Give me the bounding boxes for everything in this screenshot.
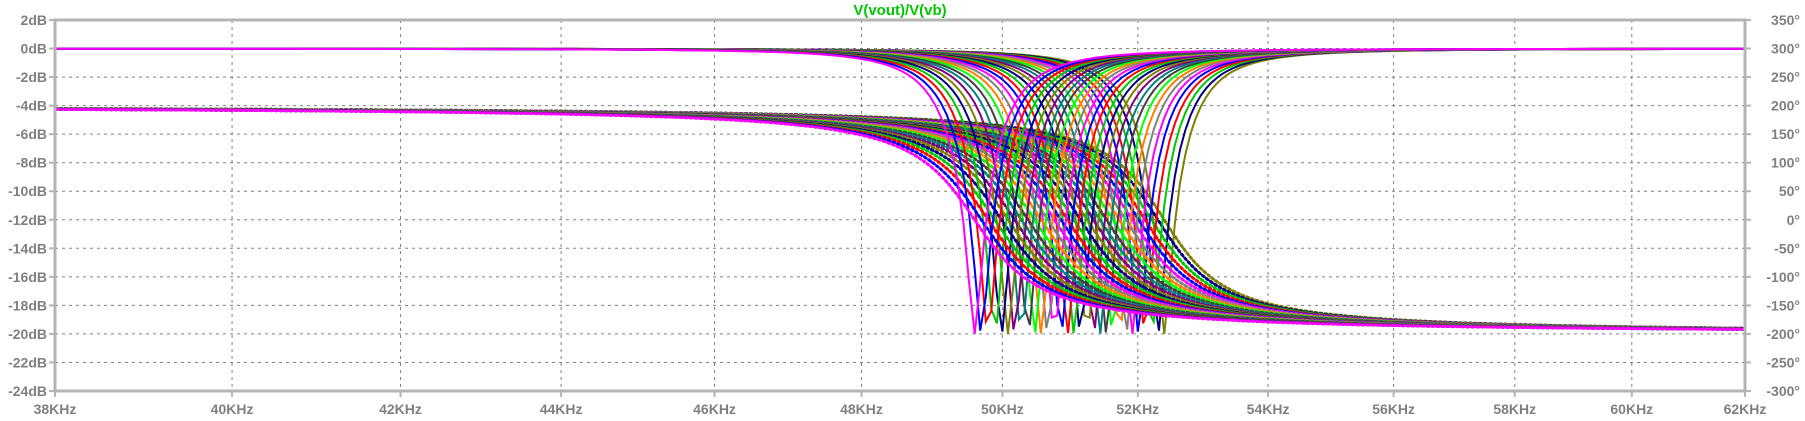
x-tick-label: 42KHz	[379, 401, 422, 417]
phase-trace	[53, 107, 1747, 331]
y-right-tick-label: -200°	[1766, 326, 1800, 342]
magnitude-trace	[55, 47, 1745, 326]
y-left-tick-label: -12dB	[8, 212, 47, 228]
x-axis: 38KHz 40KHz 42KHz 44KHz 46KHz 48KHz 50KHz 52KHz…	[34, 391, 1767, 417]
y-right-tick-label: 0°	[1787, 212, 1800, 228]
y-axis-left: 2dB 0dB -2dB -4dB -6dB -8dB -10dB -12dB -14dB -16…	[8, 12, 55, 399]
y-left-tick-label: -24dB	[8, 383, 47, 399]
y-right-tick-label: -300°	[1766, 383, 1800, 399]
x-tick-label: 50KHz	[981, 401, 1024, 417]
chart-title: V(vout)/V(vb)	[853, 2, 946, 19]
y-axis-right: 350° 300° 250° 200° 150° 100° 50° 0° -50° -100° -1…	[1745, 12, 1800, 399]
plot-frame	[53, 18, 1747, 393]
y-left-tick-label: -10dB	[8, 183, 47, 199]
magnitude-trace	[55, 47, 1745, 332]
y-left-tick-label: -22dB	[8, 354, 47, 370]
magnitude-trace	[55, 47, 1745, 326]
x-tick-label: 54KHz	[1247, 401, 1290, 417]
y-right-tick-label: 200°	[1771, 98, 1800, 114]
x-tick-label: 62KHz	[1724, 401, 1767, 417]
magnitude-trace	[55, 47, 1745, 327]
magnitude-trace	[55, 47, 1745, 333]
y-right-tick-label: 150°	[1771, 126, 1800, 142]
x-tick-label: 40KHz	[211, 401, 254, 417]
x-tick-label: 46KHz	[693, 401, 736, 417]
magnitude-trace	[55, 47, 1745, 331]
magnitude-trace	[55, 47, 1746, 320]
x-tick-label: 48KHz	[840, 401, 883, 417]
magnitude-trace	[55, 47, 1745, 324]
x-tick-label: 44KHz	[540, 401, 583, 417]
magnitude-trace	[55, 47, 1745, 330]
magnitude-trace	[55, 47, 1745, 335]
y-right-tick-label: -50°	[1774, 240, 1800, 256]
y-right-tick-label: -150°	[1766, 297, 1800, 313]
y-right-tick-label: -250°	[1766, 354, 1800, 370]
magnitude-trace	[55, 47, 1745, 326]
x-tick-label: 58KHz	[1493, 401, 1536, 417]
y-left-tick-label: -2dB	[16, 69, 47, 85]
y-left-tick-label: -4dB	[16, 98, 47, 114]
magnitude-trace	[55, 47, 1745, 325]
x-tick-label: 52KHz	[1116, 401, 1159, 417]
y-left-tick-label: 0dB	[21, 41, 47, 57]
y-right-tick-label: 350°	[1771, 12, 1800, 28]
magnitude-trace	[55, 47, 1745, 329]
x-tick-label: 38KHz	[34, 401, 77, 417]
y-right-tick-label: 100°	[1771, 155, 1800, 171]
y-left-tick-label: 2dB	[21, 12, 47, 28]
y-left-tick-label: -6dB	[16, 126, 47, 142]
magnitude-trace	[55, 47, 1745, 333]
y-left-tick-label: -14dB	[8, 240, 47, 256]
y-left-tick-label: -20dB	[8, 326, 47, 342]
x-tick-label: 56KHz	[1372, 401, 1415, 417]
magnitude-trace	[55, 47, 1745, 324]
magnitude-trace	[55, 47, 1745, 332]
y-left-tick-label: -16dB	[8, 269, 47, 285]
x-tick-label: 60KHz	[1610, 401, 1653, 417]
y-left-tick-label: -18dB	[8, 297, 47, 313]
y-right-tick-label: -100°	[1766, 269, 1800, 285]
magnitude-trace	[55, 47, 1745, 330]
y-right-tick-label: 300°	[1771, 41, 1800, 57]
grid	[55, 20, 1745, 391]
series-traces	[53, 47, 1747, 335]
magnitude-trace	[55, 47, 1745, 327]
y-left-tick-label: -8dB	[16, 155, 47, 171]
magnitude-trace	[55, 47, 1745, 323]
y-right-tick-label: 250°	[1771, 69, 1800, 85]
frame-border	[53, 18, 1747, 393]
magnitude-trace	[55, 47, 1745, 329]
magnitude-trace	[55, 47, 1745, 331]
magnitude-trace	[55, 47, 1745, 323]
y-right-tick-label: 50°	[1779, 183, 1800, 199]
